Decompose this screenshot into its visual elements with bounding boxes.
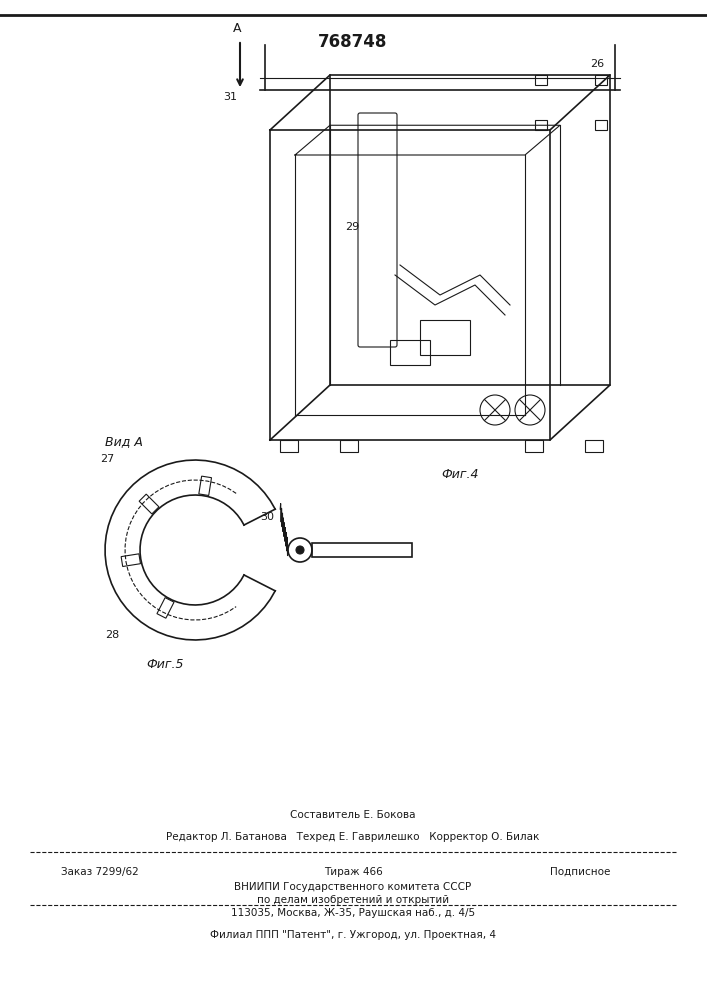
- Text: Вид А: Вид А: [105, 435, 143, 448]
- Text: А: А: [233, 22, 241, 35]
- Bar: [525, 440, 543, 452]
- Text: 27: 27: [100, 454, 115, 464]
- Text: 31: 31: [223, 92, 237, 102]
- Bar: [535, 75, 547, 85]
- Text: Составитель Е. Бокова: Составитель Е. Бокова: [291, 810, 416, 820]
- Bar: [280, 440, 298, 452]
- Text: Тираж 466: Тираж 466: [324, 867, 382, 877]
- Text: 113035, Москва, Ж-35, Раушская наб., д. 4/5: 113035, Москва, Ж-35, Раушская наб., д. …: [231, 908, 475, 918]
- Text: 26: 26: [590, 59, 604, 69]
- Circle shape: [288, 538, 312, 562]
- Text: Фиг.4: Фиг.4: [441, 468, 479, 482]
- Bar: [535, 120, 547, 130]
- Text: Редактор Л. Батанова   Техред Е. Гаврилешко   Корректор О. Билак: Редактор Л. Батанова Техред Е. Гаврилешк…: [166, 832, 539, 842]
- Bar: [312, 543, 412, 557]
- Bar: [585, 440, 603, 452]
- Text: 30: 30: [260, 512, 274, 522]
- Bar: [157, 598, 174, 618]
- Text: Заказ 7299/62: Заказ 7299/62: [61, 867, 139, 877]
- Bar: [121, 554, 141, 567]
- Bar: [390, 340, 430, 365]
- Bar: [595, 120, 607, 130]
- Text: Филиал ППП "Патент", г. Ужгород, ул. Проектная, 4: Филиал ППП "Патент", г. Ужгород, ул. Про…: [210, 930, 496, 940]
- Bar: [420, 320, 470, 355]
- Text: Подписное: Подписное: [550, 867, 610, 877]
- Text: Фиг.5: Фиг.5: [146, 658, 184, 672]
- Circle shape: [296, 546, 304, 554]
- Text: ВНИИПИ Государственного комитета СССР: ВНИИПИ Государственного комитета СССР: [235, 882, 472, 892]
- Bar: [199, 476, 211, 495]
- Text: 768748: 768748: [318, 33, 387, 51]
- Text: 28: 28: [105, 630, 119, 640]
- Text: по делам изобретений и открытий: по делам изобретений и открытий: [257, 895, 449, 905]
- Text: 29: 29: [345, 222, 359, 232]
- Bar: [595, 75, 607, 85]
- Bar: [340, 440, 358, 452]
- Bar: [139, 494, 159, 514]
